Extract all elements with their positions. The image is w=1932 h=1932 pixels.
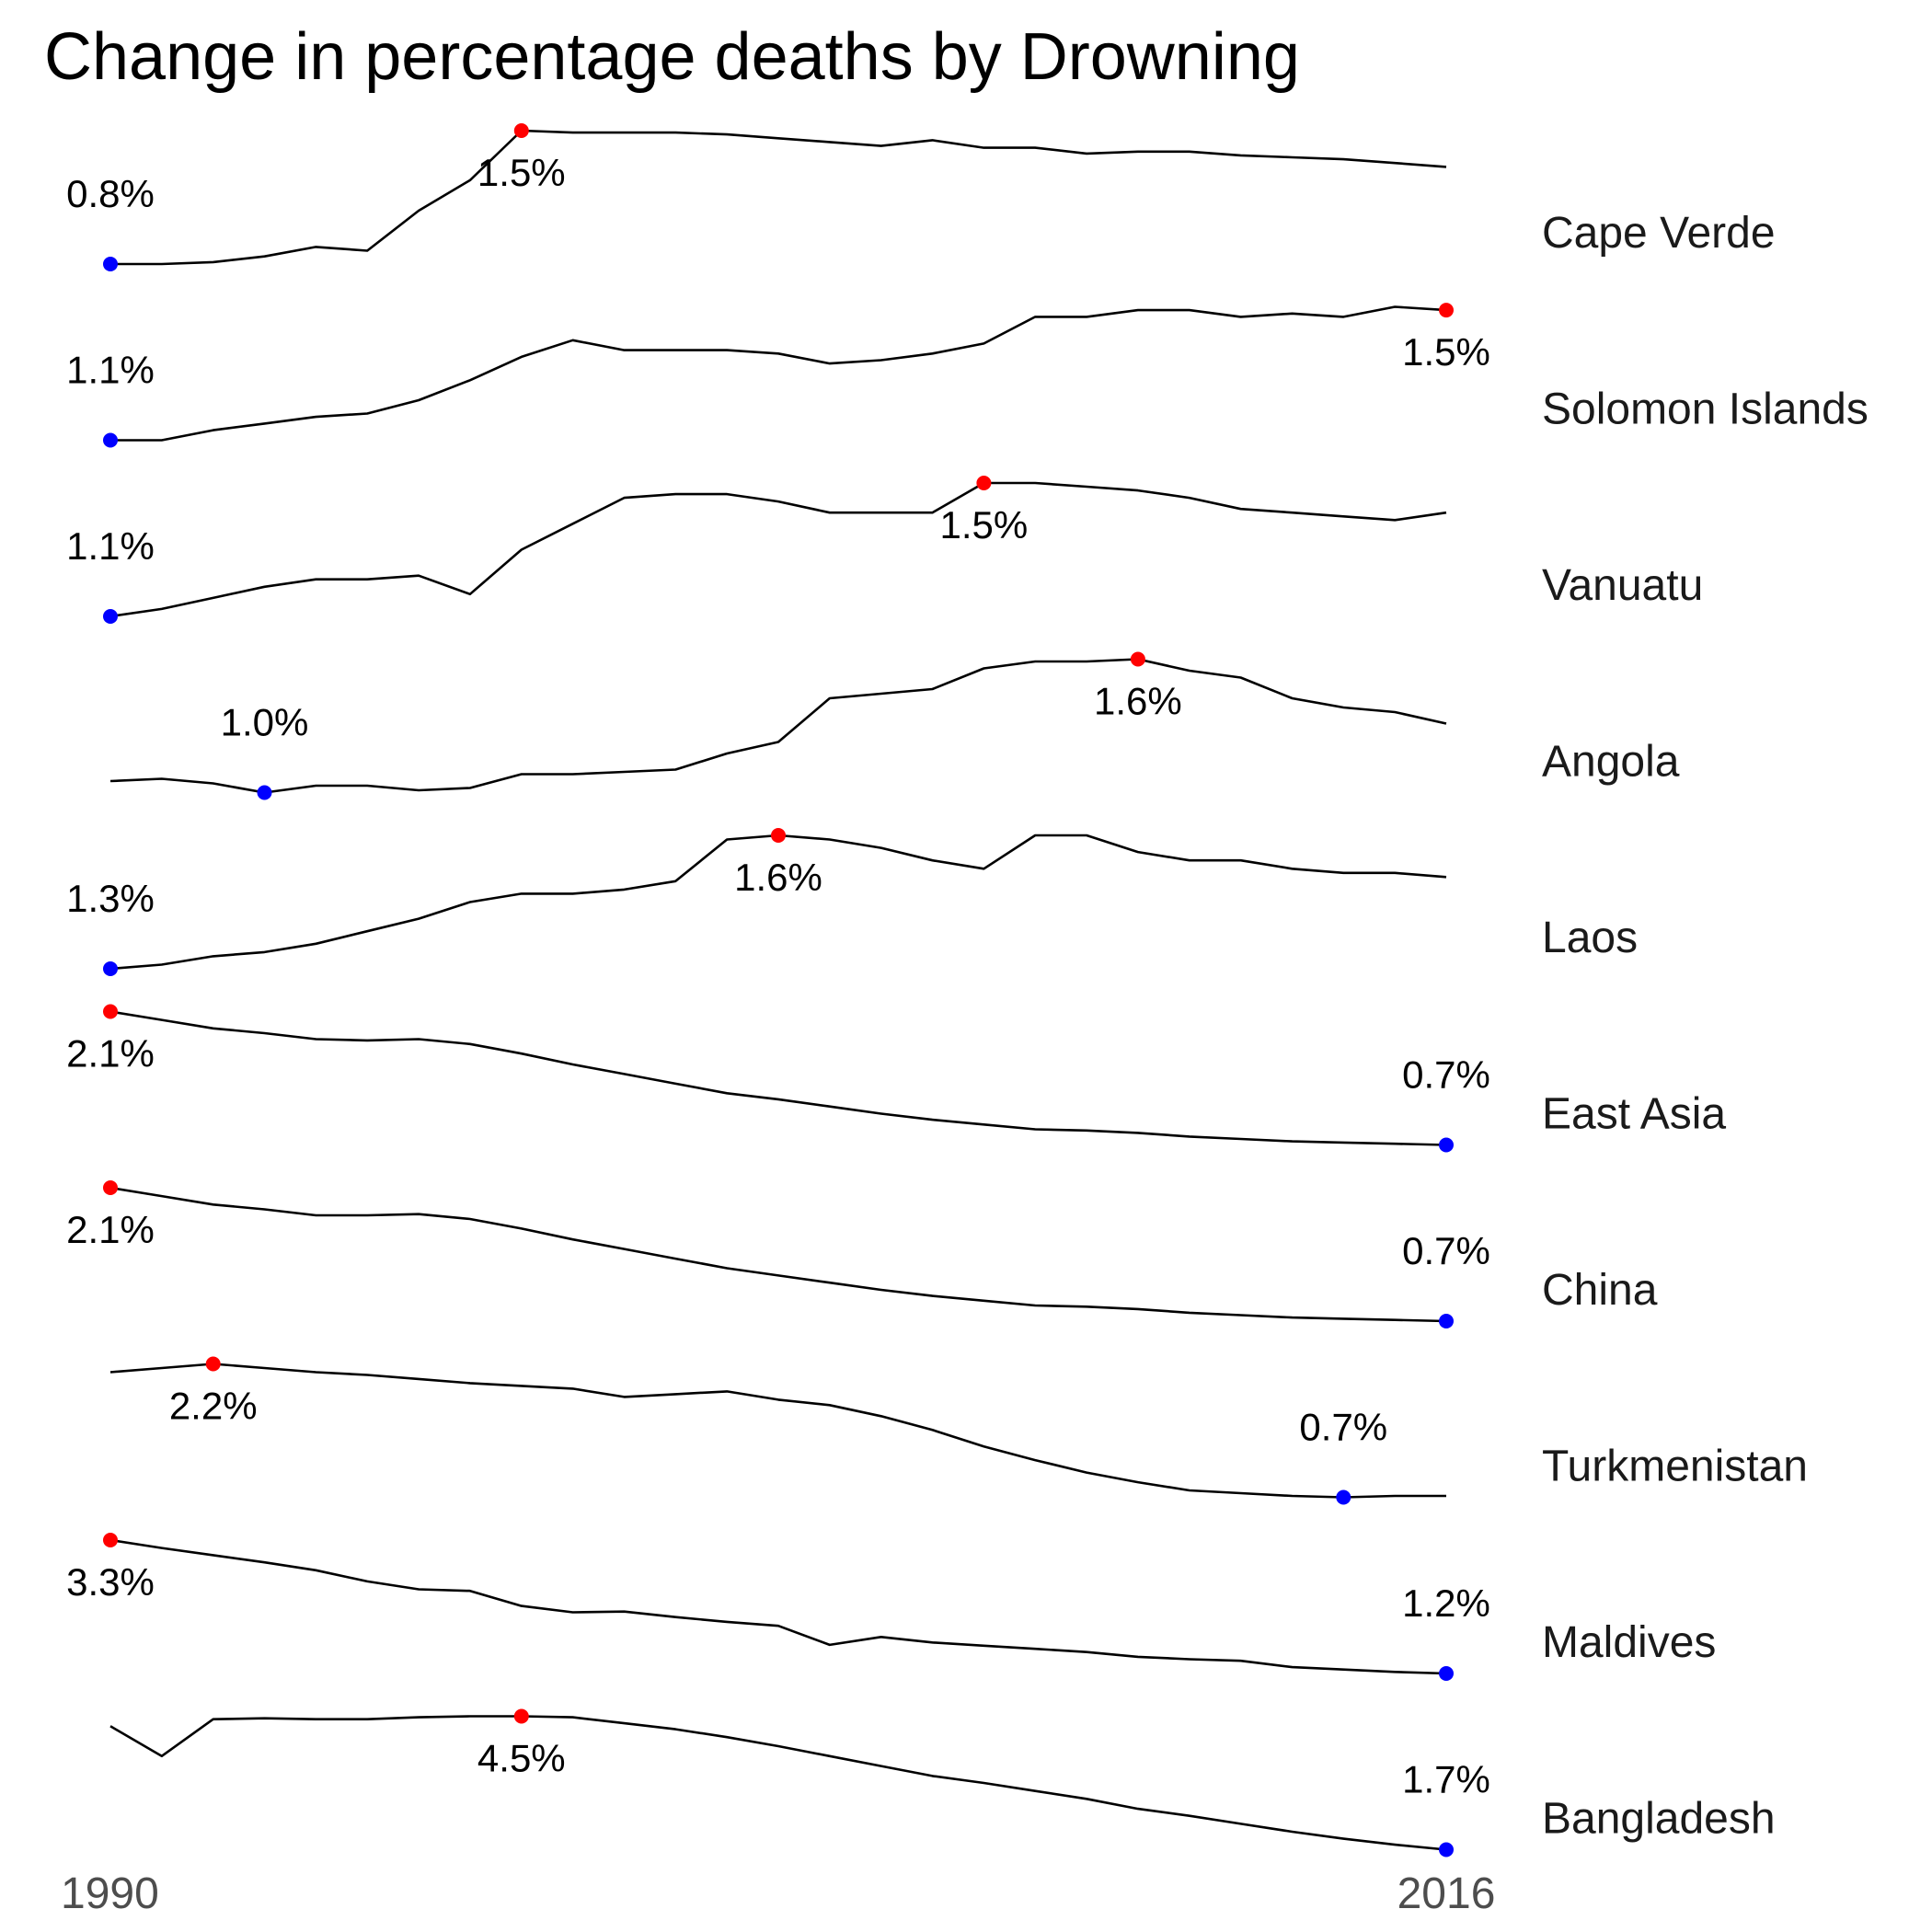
min-value-label: 1.1% [66, 349, 155, 392]
max-point [103, 1004, 118, 1019]
series-row: 1.2% 3.3% Maldives [66, 1533, 1716, 1681]
series-line [110, 129, 1447, 266]
max-point [513, 1708, 529, 1724]
series-line [110, 305, 1447, 442]
max-point [103, 1180, 118, 1195]
max-value-label: 1.5% [477, 151, 566, 194]
max-value-label: 1.5% [940, 503, 1029, 546]
min-point [103, 609, 118, 624]
min-point [1439, 1842, 1454, 1857]
max-point [976, 476, 992, 490]
min-value-label: 0.7% [1402, 1229, 1490, 1272]
max-value-label: 3.3% [66, 1560, 155, 1604]
min-point [257, 785, 272, 800]
series-row: 1.0% 1.6% Angola [109, 651, 1680, 800]
max-value-label: 1.5% [1402, 330, 1490, 374]
min-value-label: 1.7% [1402, 1758, 1490, 1801]
max-value-label: 1.6% [734, 856, 822, 899]
series-name-label: Cape Verde [1542, 209, 1776, 258]
series-name-label: East Asia [1542, 1090, 1726, 1139]
series-name-label: Bangladesh [1542, 1795, 1776, 1844]
max-point [205, 1356, 221, 1372]
min-point [1336, 1489, 1351, 1505]
chart-rows: 0.8% 1.5% Cape Verde 1.1% 1.5% Solomon Island… [66, 123, 1869, 1857]
max-value-label: 2.2% [169, 1385, 258, 1428]
x-axis-start-label: 1990 [61, 1869, 159, 1918]
min-value-label: 1.1% [66, 524, 155, 568]
max-value-label: 2.1% [66, 1032, 155, 1075]
max-point [1130, 651, 1145, 667]
series-row: 1.1% 1.5% Solomon Islands [66, 303, 1869, 448]
series-row: 1.3% 1.6% Laos [66, 828, 1638, 976]
series-line [109, 1186, 1447, 1323]
series-name-label: Turkmenistan [1542, 1443, 1808, 1491]
series-name-label: Solomon Islands [1542, 385, 1869, 434]
chart-title: Change in percentage deaths by Drowning [44, 20, 1300, 94]
series-line [109, 1715, 1447, 1851]
series-name-label: Angola [1542, 738, 1680, 787]
min-point [103, 961, 118, 976]
min-value-label: 0.7% [1402, 1053, 1490, 1097]
min-value-label: 1.3% [66, 877, 155, 920]
min-value-label: 0.8% [66, 172, 155, 215]
series-name-label: Maldives [1542, 1618, 1716, 1667]
series-row: 1.1% 1.5% Vanuatu [66, 476, 1703, 624]
min-point [103, 432, 118, 448]
min-value-label: 1.2% [1402, 1581, 1490, 1625]
max-point [513, 123, 529, 138]
series-name-label: Laos [1542, 914, 1638, 962]
series-row: 0.8% 1.5% Cape Verde [66, 123, 1776, 271]
series-name-label: Vanuatu [1542, 561, 1703, 610]
series-line [109, 1363, 1446, 1499]
series-row: 1.7% 4.5% Bangladesh [109, 1708, 1776, 1857]
series-row: 0.7% 2.2% Turkmenistan [109, 1356, 1808, 1505]
series-name-label: China [1542, 1266, 1658, 1315]
series-row: 0.7% 2.1% China [66, 1180, 1658, 1328]
series-line [109, 1010, 1447, 1146]
max-point [771, 828, 786, 843]
min-point [103, 257, 118, 271]
series-line [109, 658, 1447, 794]
min-value-label: 0.7% [1299, 1406, 1387, 1449]
max-point [103, 1533, 118, 1547]
series-row: 0.7% 2.1% East Asia [66, 1004, 1726, 1153]
x-axis-end-label: 2016 [1397, 1869, 1496, 1918]
min-value-label: 1.0% [221, 701, 309, 744]
max-value-label: 1.6% [1094, 680, 1182, 723]
series-line [109, 1538, 1447, 1675]
series-line [109, 481, 1447, 618]
max-value-label: 4.5% [477, 1737, 566, 1780]
min-point [1439, 1666, 1454, 1681]
max-value-label: 2.1% [66, 1208, 155, 1251]
min-point [1439, 1137, 1454, 1153]
min-point [1439, 1314, 1454, 1328]
max-point [1439, 303, 1454, 318]
